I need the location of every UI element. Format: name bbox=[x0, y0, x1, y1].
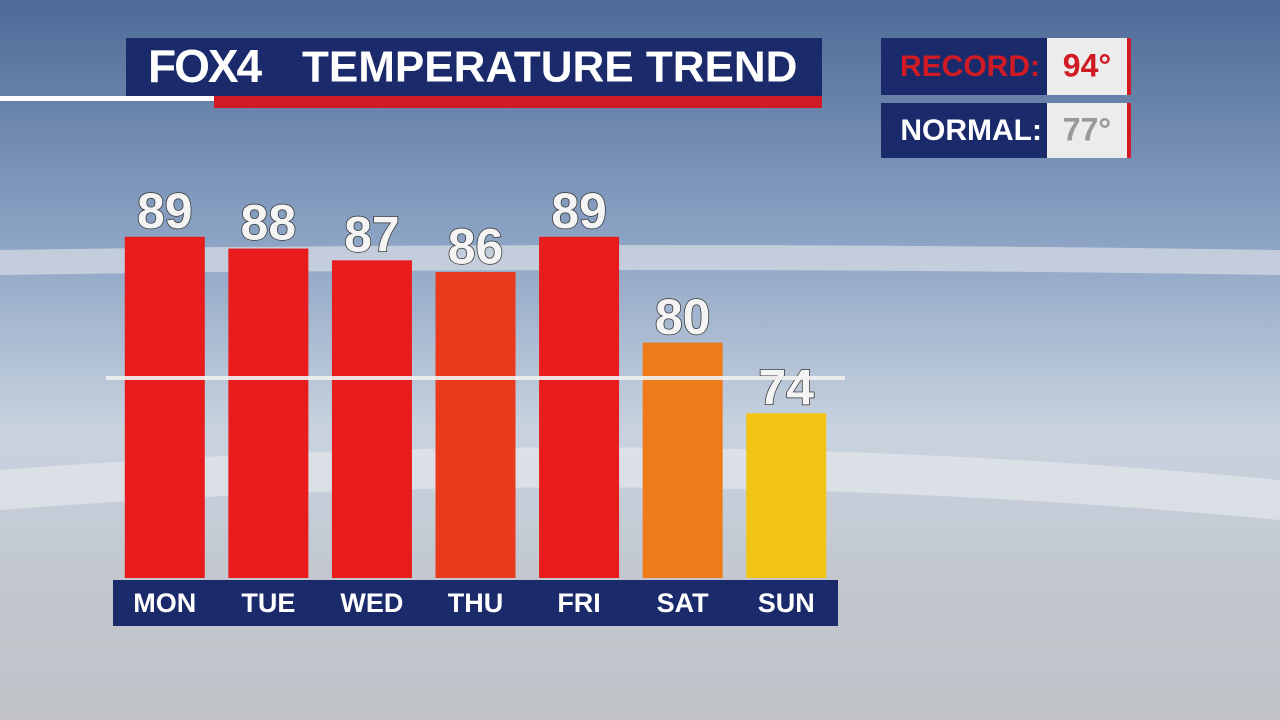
record-box bbox=[881, 38, 1047, 95]
set-ring bbox=[0, 447, 1280, 520]
data-label: 86 bbox=[448, 218, 504, 274]
normal-edge bbox=[1127, 103, 1131, 158]
normal-box bbox=[881, 103, 1047, 158]
title-box bbox=[126, 38, 822, 98]
data-label: 87 bbox=[344, 207, 400, 263]
category-band bbox=[113, 580, 838, 626]
set-ring bbox=[0, 245, 1280, 275]
record-label: RECORD: bbox=[900, 50, 1040, 83]
bar bbox=[642, 342, 723, 578]
data-label: 89 bbox=[137, 183, 193, 239]
record-value-box bbox=[1047, 38, 1127, 95]
logo: FOX4 bbox=[148, 40, 263, 92]
bar bbox=[539, 236, 620, 578]
bar bbox=[746, 413, 827, 578]
normal-value: 77° bbox=[1063, 111, 1111, 147]
data-label: 89 bbox=[551, 183, 607, 239]
x-tick-label: TUE bbox=[241, 588, 295, 618]
x-tick-label: WED bbox=[340, 588, 403, 618]
title-underline bbox=[214, 96, 822, 108]
x-tick-label: MON bbox=[133, 588, 196, 618]
bar bbox=[228, 248, 309, 579]
data-label: 80 bbox=[655, 289, 711, 345]
x-tick-label: THU bbox=[448, 588, 504, 618]
x-tick-label: SAT bbox=[657, 588, 710, 618]
normal-value-box bbox=[1047, 103, 1127, 158]
x-tick-label: FRI bbox=[557, 588, 601, 618]
bar bbox=[331, 260, 412, 578]
data-label: 74 bbox=[758, 359, 814, 415]
x-tick-label: SUN bbox=[758, 588, 815, 618]
title-rule bbox=[0, 96, 214, 101]
record-value: 94° bbox=[1063, 47, 1111, 83]
data-label: 88 bbox=[241, 195, 297, 251]
bar bbox=[124, 236, 205, 578]
bar bbox=[435, 272, 516, 578]
record-edge bbox=[1127, 38, 1131, 95]
normal-label: NORMAL: bbox=[900, 114, 1042, 147]
chart-title: TEMPERATURE TREND bbox=[302, 43, 797, 92]
